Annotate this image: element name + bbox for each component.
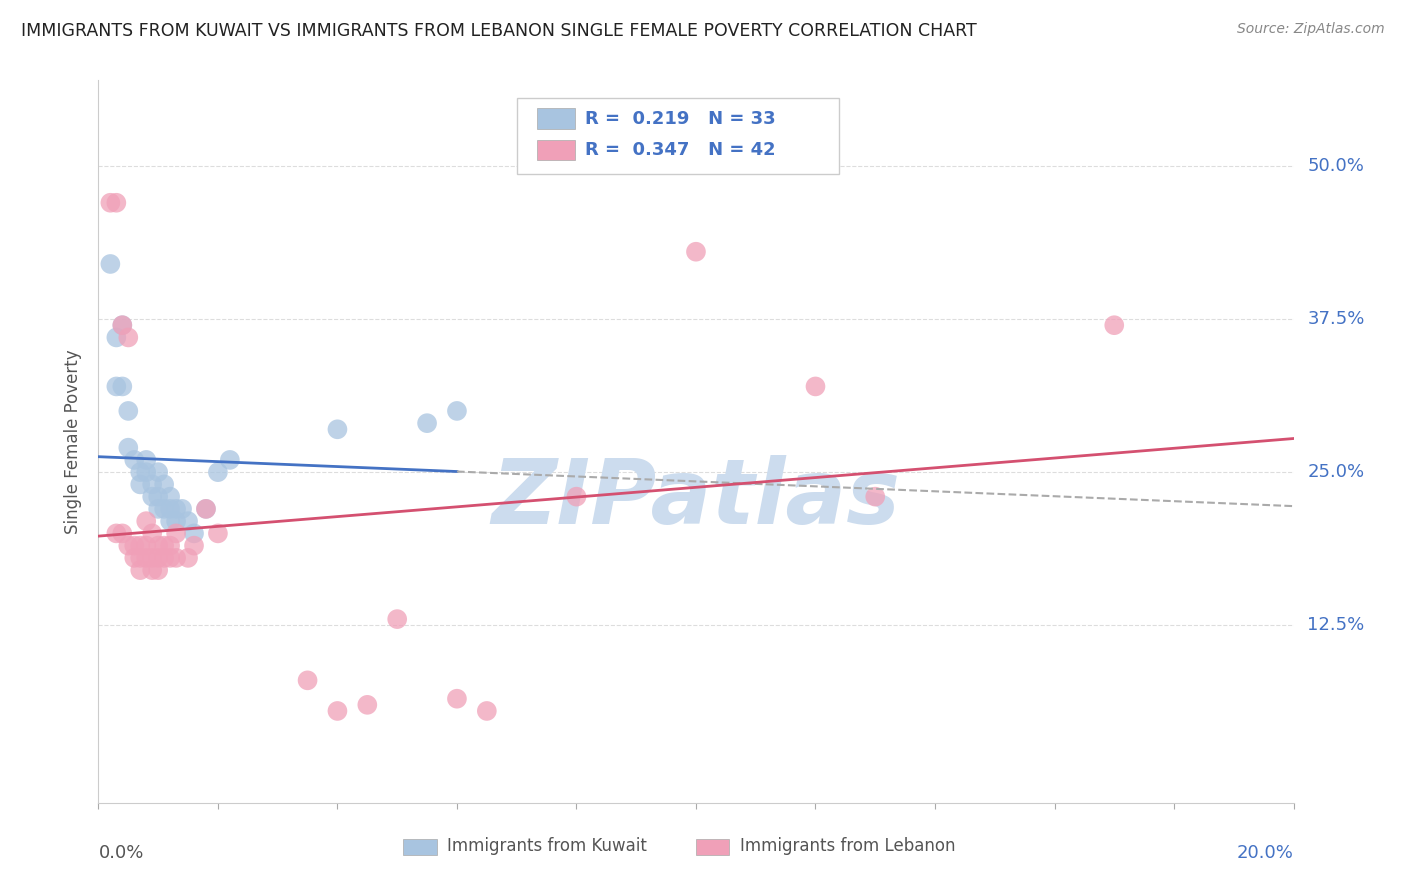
- Point: [565, 490, 588, 504]
- Point: [165, 514, 187, 528]
- Point: [141, 550, 163, 565]
- Point: [177, 550, 200, 565]
- FancyBboxPatch shape: [517, 98, 839, 174]
- Point: [153, 550, 176, 565]
- Text: 12.5%: 12.5%: [1308, 616, 1365, 634]
- Point: [105, 330, 128, 344]
- Point: [195, 502, 218, 516]
- Point: [356, 698, 378, 712]
- Point: [165, 550, 187, 565]
- Text: ZIPatlas: ZIPatlas: [492, 455, 900, 543]
- Point: [148, 502, 170, 516]
- Point: [172, 502, 194, 516]
- Text: 37.5%: 37.5%: [1308, 310, 1365, 328]
- Text: IMMIGRANTS FROM KUWAIT VS IMMIGRANTS FROM LEBANON SINGLE FEMALE POVERTY CORRELAT: IMMIGRANTS FROM KUWAIT VS IMMIGRANTS FRO…: [21, 22, 977, 40]
- Point: [148, 465, 170, 479]
- Text: 0.0%: 0.0%: [98, 845, 143, 863]
- Point: [183, 526, 205, 541]
- Point: [148, 550, 170, 565]
- Point: [326, 422, 349, 436]
- FancyBboxPatch shape: [696, 838, 730, 855]
- Point: [111, 379, 134, 393]
- Point: [183, 539, 205, 553]
- Point: [124, 550, 146, 565]
- FancyBboxPatch shape: [537, 140, 575, 161]
- Y-axis label: Single Female Poverty: Single Female Poverty: [65, 350, 83, 533]
- Text: Immigrants from Kuwait: Immigrants from Kuwait: [447, 838, 647, 855]
- Point: [446, 691, 468, 706]
- Point: [124, 453, 146, 467]
- Point: [105, 526, 128, 541]
- Point: [111, 318, 134, 333]
- Point: [148, 563, 170, 577]
- Point: [117, 441, 139, 455]
- Point: [117, 330, 139, 344]
- Point: [111, 526, 134, 541]
- Point: [148, 490, 170, 504]
- Point: [446, 404, 468, 418]
- Point: [207, 526, 229, 541]
- Text: Immigrants from Lebanon: Immigrants from Lebanon: [740, 838, 956, 855]
- Point: [124, 539, 146, 553]
- Point: [105, 379, 128, 393]
- Point: [129, 539, 152, 553]
- Point: [475, 704, 498, 718]
- Point: [159, 539, 181, 553]
- Point: [98, 257, 122, 271]
- Point: [195, 502, 218, 516]
- Point: [148, 539, 170, 553]
- FancyBboxPatch shape: [404, 838, 437, 855]
- FancyBboxPatch shape: [537, 109, 575, 128]
- Point: [98, 195, 122, 210]
- Point: [685, 244, 707, 259]
- Point: [207, 465, 229, 479]
- Point: [135, 514, 157, 528]
- Text: R =  0.219   N = 33: R = 0.219 N = 33: [585, 110, 776, 128]
- Point: [141, 490, 163, 504]
- Point: [135, 539, 157, 553]
- Point: [129, 550, 152, 565]
- Point: [141, 563, 163, 577]
- Point: [129, 477, 152, 491]
- Text: 20.0%: 20.0%: [1237, 845, 1294, 863]
- Point: [129, 465, 152, 479]
- Point: [416, 416, 439, 430]
- Point: [153, 477, 176, 491]
- Point: [804, 379, 827, 393]
- Point: [177, 514, 200, 528]
- Point: [141, 526, 163, 541]
- Point: [165, 526, 187, 541]
- Text: R =  0.347   N = 42: R = 0.347 N = 42: [585, 141, 776, 160]
- Point: [165, 502, 187, 516]
- Point: [865, 490, 887, 504]
- Point: [153, 539, 176, 553]
- Point: [159, 502, 181, 516]
- Point: [1104, 318, 1126, 333]
- Point: [159, 490, 181, 504]
- Text: 25.0%: 25.0%: [1308, 463, 1365, 481]
- Point: [141, 477, 163, 491]
- Point: [135, 550, 157, 565]
- Point: [135, 453, 157, 467]
- Text: Source: ZipAtlas.com: Source: ZipAtlas.com: [1237, 22, 1385, 37]
- Point: [159, 550, 181, 565]
- Point: [129, 563, 152, 577]
- Point: [117, 404, 139, 418]
- Text: 50.0%: 50.0%: [1308, 157, 1364, 175]
- Point: [219, 453, 242, 467]
- Point: [385, 612, 409, 626]
- Point: [153, 502, 176, 516]
- Point: [117, 539, 139, 553]
- Point: [297, 673, 319, 688]
- Point: [111, 318, 134, 333]
- Point: [326, 704, 349, 718]
- Point: [135, 465, 157, 479]
- Point: [159, 514, 181, 528]
- Point: [105, 195, 128, 210]
